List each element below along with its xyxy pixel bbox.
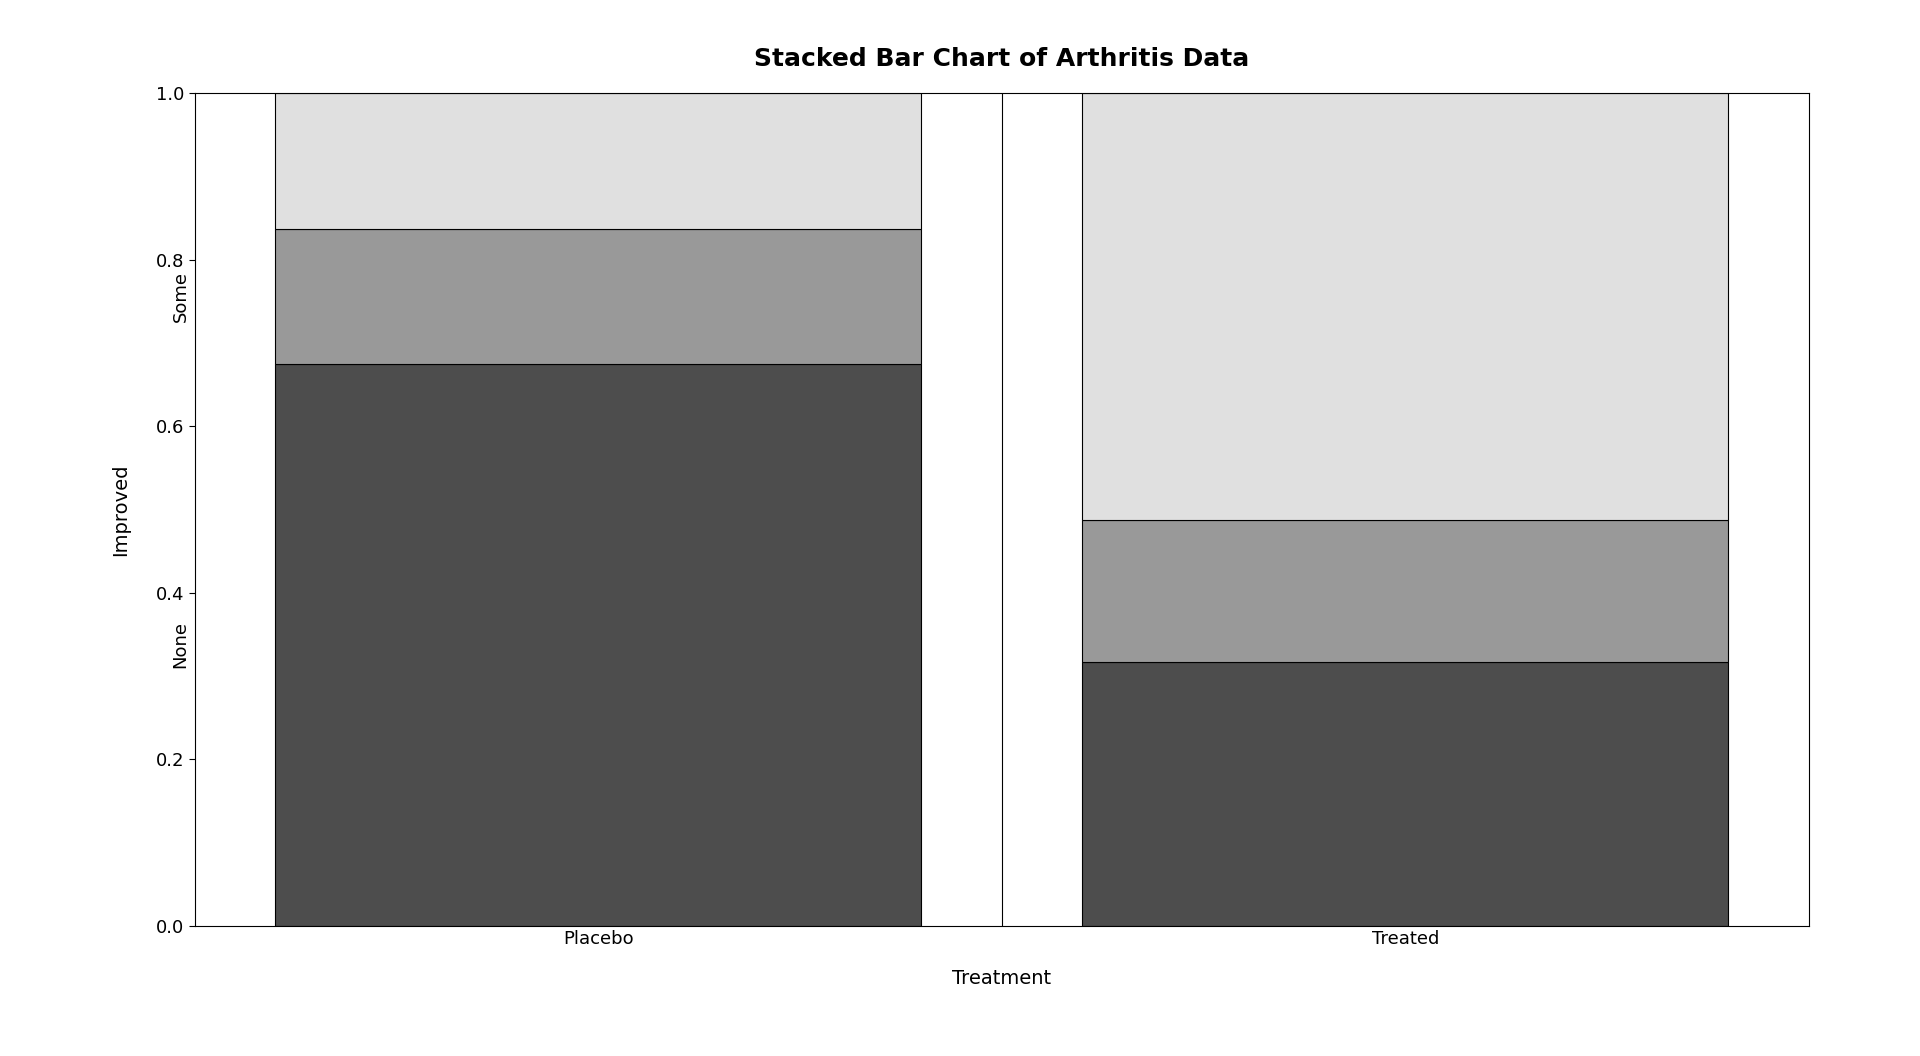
Y-axis label: Improved: Improved: [111, 464, 131, 555]
Bar: [275, 94, 922, 229]
Bar: [1083, 662, 1728, 925]
Bar: [275, 364, 922, 925]
X-axis label: Treatment: Treatment: [952, 969, 1052, 988]
Bar: [275, 229, 922, 364]
Title: Stacked Bar Chart of Arthritis Data: Stacked Bar Chart of Arthritis Data: [755, 46, 1250, 71]
Bar: [1083, 520, 1728, 662]
Bar: [1083, 94, 1728, 520]
